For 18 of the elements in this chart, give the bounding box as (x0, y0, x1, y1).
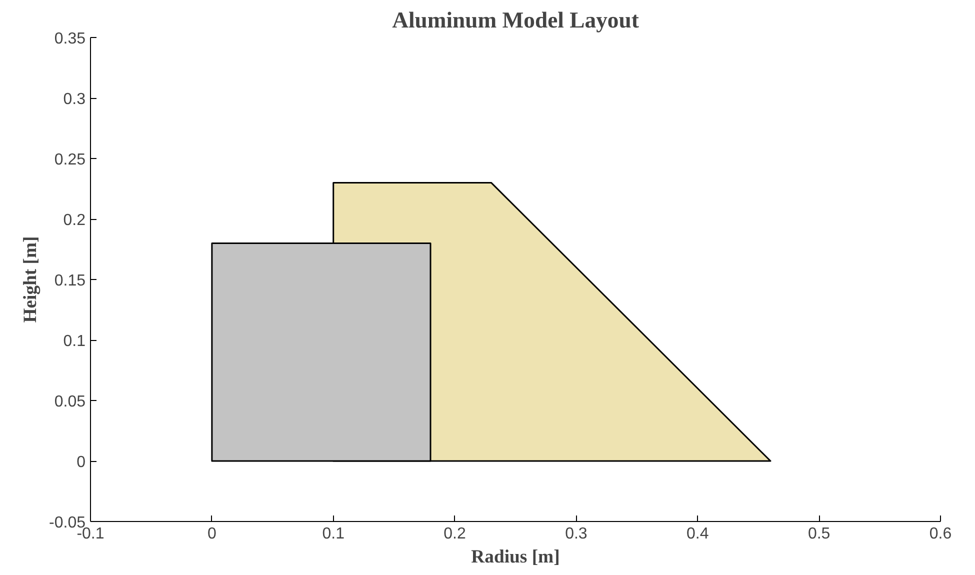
y-tick-label: 0.2 (63, 212, 86, 229)
x-tick-label: 0.5 (808, 526, 830, 542)
x-tick-label: 0.4 (686, 526, 709, 542)
y-axis-title: Height [m] (20, 236, 42, 323)
x-tick-label: 0.6 (929, 526, 952, 542)
x-tick-label: 0 (207, 526, 216, 542)
x-tick-label: 0.1 (322, 526, 345, 542)
y-tick-label: 0.05 (54, 394, 86, 410)
chart-title: Aluminum Model Layout (392, 8, 640, 32)
y-tick-label: 0.3 (63, 91, 86, 108)
y-tick-label: 0.35 (54, 30, 86, 48)
x-tick-label: 0.2 (444, 526, 466, 542)
y-tick-label: 0.15 (54, 272, 86, 290)
x-tick-label: 0.3 (565, 526, 588, 542)
y-tick-label: 0 (76, 454, 86, 471)
y-tick-label: 0.25 (54, 152, 86, 168)
y-tick-label: 0.1 (63, 333, 86, 350)
x-axis-title: Radius [m] (471, 546, 560, 568)
